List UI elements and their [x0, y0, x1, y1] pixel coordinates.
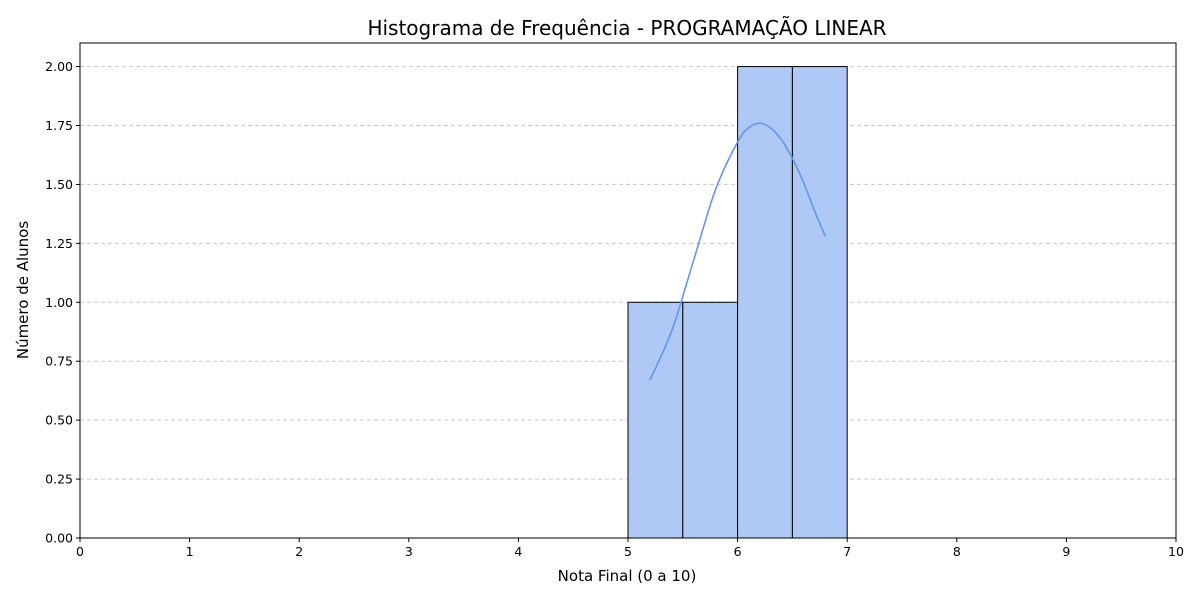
x-tick-label: 8: [953, 544, 961, 559]
x-tick-label: 4: [514, 544, 522, 559]
chart-title: Histograma de Frequência - PROGRAMAÇÃO L…: [367, 16, 886, 40]
x-tick-label: 7: [843, 544, 851, 559]
x-axis-label: Nota Final (0 a 10): [558, 567, 697, 585]
y-tick-label: 1.25: [45, 236, 73, 251]
y-axis-label: Número de Alunos: [14, 221, 32, 359]
kde-curve: [649, 122, 827, 381]
histogram-bars: [627, 66, 848, 539]
y-axis-ticks: 0.00 0.25 0.50 0.75 1.00 1.25 1.50 1.75 2.00: [45, 59, 80, 546]
x-tick-label: 6: [734, 544, 742, 559]
histogram-bar: [627, 301, 684, 539]
y-tick-label: 1.50: [45, 177, 73, 192]
y-tick-label: 0.00: [45, 531, 73, 546]
x-tick-label: 5: [624, 544, 632, 559]
x-tick-label: 2: [295, 544, 303, 559]
histogram-bar: [791, 66, 848, 539]
x-tick-label: 10: [1168, 544, 1184, 559]
y-tick-label: 0.50: [45, 413, 73, 428]
y-tick-label: 0.75: [45, 354, 73, 369]
x-axis-ticks: 0 1 2 3 4 5 6 7 8 9 10: [76, 538, 1184, 559]
x-tick-label: 1: [186, 544, 194, 559]
y-tick-label: 1.00: [45, 295, 73, 310]
histogram-bar: [682, 301, 739, 539]
histogram-bar: [737, 66, 793, 539]
y-tick-label: 0.25: [45, 472, 73, 487]
y-tick-label: 1.75: [45, 118, 73, 133]
x-tick-label: 3: [405, 544, 413, 559]
y-tick-label: 2.00: [45, 59, 73, 74]
x-tick-label: 9: [1062, 544, 1070, 559]
kde-curve-layer: [649, 122, 827, 381]
x-tick-label: 0: [76, 544, 84, 559]
